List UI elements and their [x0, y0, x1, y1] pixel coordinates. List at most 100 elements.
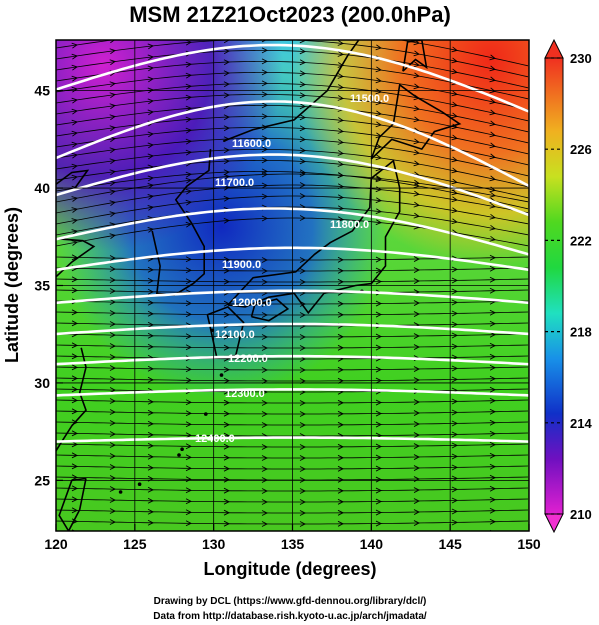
- streamline-arrow: [223, 125, 231, 132]
- coastline: [151, 149, 212, 297]
- colorbar-top-arrow: [544, 38, 564, 59]
- streamline-arrow: [337, 62, 344, 68]
- streamline-arrow: [489, 397, 497, 404]
- streamline: [56, 40, 529, 67]
- streamline-arrow: [71, 452, 79, 459]
- streamline-arrow: [489, 191, 496, 198]
- streamline-arrow: [223, 158, 231, 165]
- contour-label: 11500.0: [350, 93, 389, 105]
- streamline-arrow: [299, 48, 307, 55]
- streamline-arrow: [71, 64, 78, 71]
- streamline-arrow: [489, 463, 497, 470]
- streamline-arrow: [109, 365, 117, 371]
- streamline-arrow: [299, 268, 307, 274]
- contour-label: 12400.0: [195, 433, 235, 445]
- streamline-arrow: [223, 59, 231, 66]
- streamline-arrow: [337, 194, 345, 201]
- streamline-arrow: [109, 453, 117, 459]
- streamline-arrow: [489, 235, 496, 242]
- streamline-arrow: [413, 311, 421, 317]
- streamline-arrow: [261, 444, 269, 450]
- colorbar-ticks: 230 226 222 218 214 210: [545, 51, 592, 522]
- streamline-arrow: [109, 321, 117, 327]
- streamline-arrow: [185, 199, 192, 206]
- streamline-arrow: [489, 254, 497, 261]
- streamline-arrow: [299, 466, 307, 472]
- streamline-arrow: [375, 176, 382, 183]
- coastline: [250, 298, 290, 322]
- streamline-arrow: [185, 40, 193, 46]
- streamline-arrow: [299, 444, 307, 450]
- streamline-arrow: [375, 44, 382, 51]
- streamline-arrow: [337, 520, 345, 527]
- streamline-arrow: [451, 420, 459, 427]
- streamline-arrow: [489, 441, 497, 448]
- streamline-arrow: [451, 266, 459, 273]
- streamline-arrow: [71, 119, 78, 126]
- streamline-arrow: [185, 171, 193, 178]
- streamline-arrow: [109, 277, 117, 283]
- streamline-arrow: [451, 90, 458, 97]
- streamline-arrow: [147, 109, 154, 116]
- streamline-arrow: [223, 195, 231, 202]
- streamline-arrow: [489, 342, 497, 349]
- streamline-arrow: [375, 333, 383, 340]
- streamline-arrow: [109, 475, 117, 481]
- streamline-arrow: [451, 321, 459, 328]
- streamline-arrow: [299, 136, 307, 143]
- height-contour: [56, 289, 529, 305]
- streamline-arrow: [338, 532, 343, 537]
- streamline-arrow: [109, 81, 116, 88]
- streamline-arrow: [451, 68, 458, 75]
- streamline-arrow: [299, 59, 307, 66]
- streamline-arrow: [337, 216, 345, 223]
- streamline-arrow: [109, 332, 117, 338]
- streamline-arrow: [147, 153, 154, 160]
- streamline-arrow: [147, 182, 154, 189]
- streamline-arrow: [261, 345, 269, 351]
- streamline-arrow: [489, 518, 497, 525]
- streamline-arrow: [109, 114, 116, 121]
- streamline-arrow: [375, 110, 382, 117]
- streamline-arrow: [71, 386, 79, 393]
- streamline-arrow: [261, 113, 269, 120]
- streamline-arrow: [337, 256, 345, 263]
- streamline-arrow: [109, 158, 116, 165]
- streamline-arrow: [223, 498, 231, 505]
- streamline-arrow: [451, 134, 458, 141]
- streamline-arrow: [261, 510, 269, 516]
- streamline-arrow: [489, 65, 496, 72]
- streamline-arrow: [185, 267, 193, 274]
- streamline-arrow: [71, 130, 78, 137]
- streamline-arrow: [337, 172, 345, 179]
- streamline-arrow: [109, 200, 116, 207]
- streamline-arrow: [337, 410, 345, 417]
- streamline-arrow: [451, 519, 459, 526]
- streamline-arrow: [261, 422, 269, 428]
- streamline-arrow: [71, 463, 79, 470]
- streamline-arrow: [147, 277, 155, 284]
- streamline-arrow: [109, 420, 117, 426]
- streamline-arrow: [375, 465, 383, 472]
- streamline-arrow: [147, 343, 155, 350]
- streamline-arrow: [337, 139, 344, 145]
- streamline-arrow: [71, 163, 78, 170]
- streamline-arrow: [185, 520, 193, 527]
- streamline-arrow: [71, 108, 78, 115]
- streamline-arrow: [413, 149, 420, 156]
- streamline-arrow: [337, 40, 344, 46]
- height-contour: [56, 388, 529, 397]
- streamline-arrow: [223, 173, 231, 180]
- contour-label: 12300.0: [225, 388, 265, 400]
- streamline-arrow: [337, 311, 345, 318]
- contour-label: 12100.0: [215, 329, 255, 341]
- streamline-arrow: [109, 343, 117, 349]
- streamline-arrow: [223, 147, 231, 154]
- streamline-arrow: [261, 400, 269, 406]
- streamline-arrow: [299, 92, 307, 99]
- streamline-arrow: [223, 278, 231, 285]
- streamline-arrow: [451, 508, 459, 515]
- streamline-arrow: [375, 121, 382, 128]
- streamline-arrow: [109, 266, 117, 272]
- credit-data: Data from http://database.rish.kyoto-u.a…: [153, 611, 427, 622]
